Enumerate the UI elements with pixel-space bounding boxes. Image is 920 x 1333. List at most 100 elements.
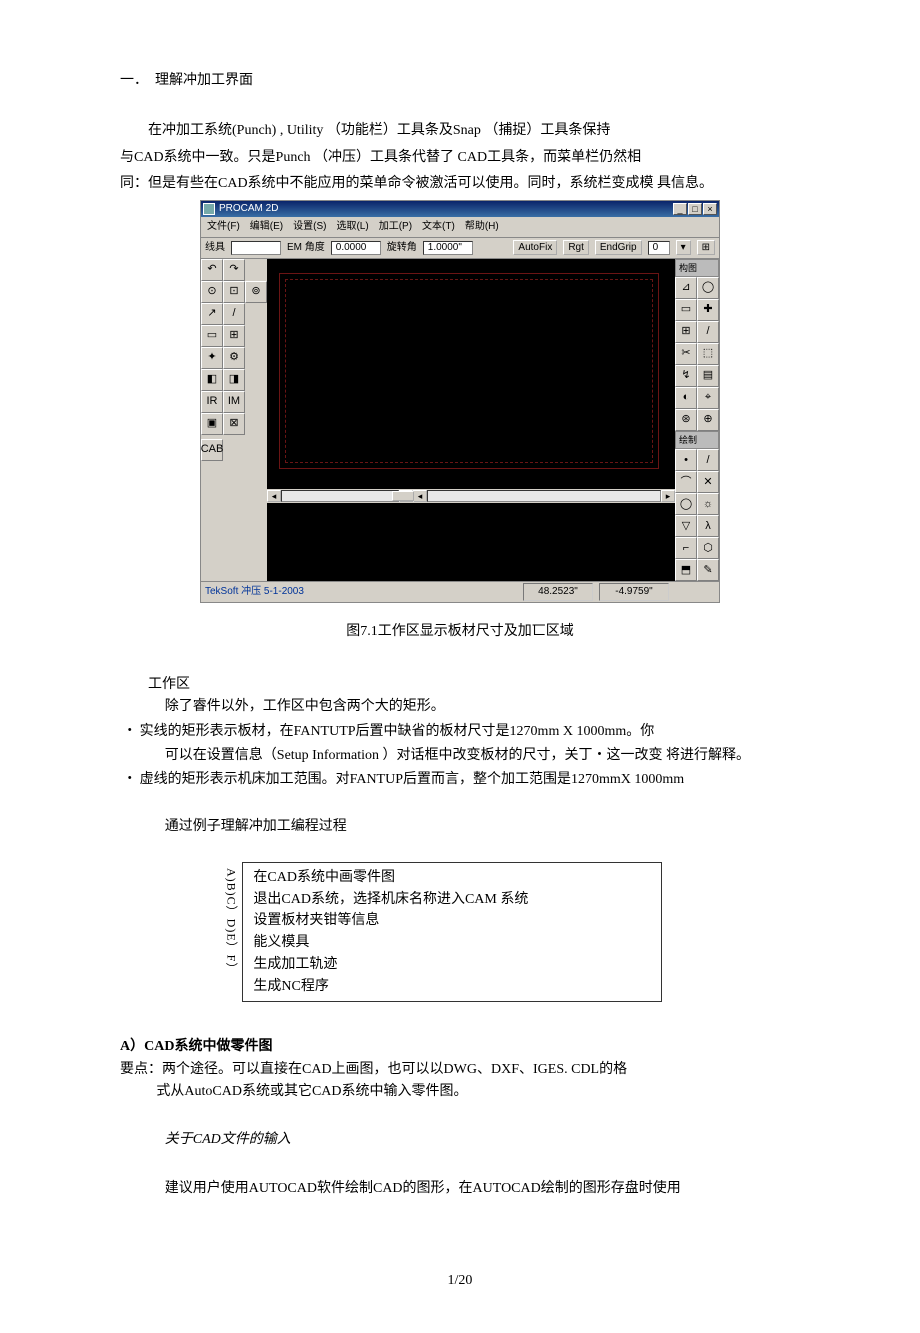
bullet-dot-icon: ・ [120, 769, 140, 791]
right2-tool-3-0[interactable]: ▽ [675, 515, 697, 537]
right2-tool-0-0[interactable]: • [675, 449, 697, 471]
opt-end-field[interactable]: 0 [648, 241, 670, 255]
opt-btn-extra1[interactable]: ▾ [676, 240, 691, 255]
section-a-line2: 式从AutoCAD系统或其它CAD系统中输入零件图。 [156, 1081, 800, 1103]
scroll-left-icon[interactable]: ◂ [267, 490, 281, 502]
section-a-line1: 要点：两个途径。可以直接在CAD上画图，也可以以DWG、DXF、IGES. CD… [120, 1059, 800, 1081]
step-2: 设置板材夹钳等信息 [253, 910, 651, 932]
left-tool-4-0[interactable]: ✦ [201, 347, 223, 369]
status-left: TekSoft 冲压 5-1-2003 [205, 584, 304, 600]
right1-tool-4-1[interactable]: ▤ [697, 365, 719, 387]
bullet-2: ・ 虚线的矩形表示机床加工范围。对FANTUP后置而言，整个加工范围是1270m… [120, 769, 800, 791]
app-title: PROCAM 2D [219, 201, 278, 217]
embedded-screenshot: PROCAM 2D _ □ × 文件(F) 编辑(E) 设置(S) 选取(L) … [120, 200, 800, 604]
minimize-button[interactable]: _ [673, 203, 687, 215]
step-5: 生成NC程序 [253, 976, 651, 998]
opt-angle-field[interactable]: 0.0000 [331, 241, 381, 255]
right1-tool-1-0[interactable]: ▭ [675, 299, 697, 321]
example-heading: 通过例子理解冲加工编程过程 [165, 816, 800, 838]
menu-machine[interactable]: 加工(P) [379, 219, 412, 235]
left-tool-2-1[interactable]: / [223, 303, 245, 325]
app-body: ↶↷⊙⊡⊚↗/▭⊞✦⚙◧◨IRIM▣⊠ CAB ◂ ▸ ◂ ▸ [201, 259, 719, 582]
opt-btn-extra2[interactable]: ⊞ [697, 240, 715, 255]
scroll-thumb[interactable] [392, 491, 414, 501]
close-button[interactable]: × [703, 203, 717, 215]
left-footer-btn[interactable]: CAB [201, 439, 223, 461]
steps-box: 在CAD系统中画零件图退出CAD系统，选择机床名称进入CAM 系统设置板材夹钳等… [242, 862, 662, 1002]
right2-tool-2-0[interactable]: ◯ [675, 493, 697, 515]
left-tool-5-0[interactable]: ◧ [201, 369, 223, 391]
italic-subheading: 关于CAD文件的输入 [165, 1129, 800, 1151]
right2-tool-4-0[interactable]: ⌐ [675, 537, 697, 559]
intro-line-2: 与CAD系统中一致。只是Punch （冲压）工具条代替了 CAD工具条，而菜单栏… [120, 147, 800, 169]
opt-btn-rgt[interactable]: Rgt [563, 240, 589, 255]
right1-tool-1-1[interactable]: ✚ [697, 299, 719, 321]
right1-tool-5-1[interactable]: ⌖ [697, 387, 719, 409]
left-tool-3-0[interactable]: ▭ [201, 325, 223, 347]
left-tool-6-1[interactable]: IM [223, 391, 245, 413]
menu-help[interactable]: 帮助(H) [465, 219, 499, 235]
window-buttons: _ □ × [673, 203, 717, 215]
left-tool-7-0[interactable]: ▣ [201, 413, 223, 435]
step-1: 退出CAD系统，选择机床名称进入CAM 系统 [253, 889, 651, 911]
right1-tool-3-1[interactable]: ⬚ [697, 343, 719, 365]
h-scrollbar[interactable]: ◂ ▸ ◂ ▸ [267, 489, 675, 503]
menu-file[interactable]: 文件(F) [207, 219, 240, 235]
opt-rot-field[interactable]: 1.0000" [423, 241, 473, 255]
right1-tool-6-0[interactable]: ⊛ [675, 409, 697, 431]
scroll-track-2[interactable] [427, 490, 661, 502]
right2-tool-1-1[interactable]: ✕ [697, 471, 719, 493]
right1-tool-3-0[interactable]: ✂ [675, 343, 697, 365]
menu-select[interactable]: 选取(L) [336, 219, 368, 235]
right1-tool-2-0[interactable]: ⊞ [675, 321, 697, 343]
bullet-1-cont: 可以在设置信息（Setup Information ）对话框中改变板材的尺寸，关… [165, 745, 800, 767]
opt-label-angle: EM 角度 [287, 240, 325, 256]
menu-edit[interactable]: 编辑(E) [250, 219, 283, 235]
right1-tool-0-0[interactable]: ⊿ [675, 277, 697, 299]
left-tool-3-1[interactable]: ⊞ [223, 325, 245, 347]
options-bar: 线具 EM 角度 0.0000 旋转角 1.0000" AutoFix Rgt … [201, 238, 719, 259]
steps-box-wrap: A)B)C）D)E）F） 在CAD系统中画零件图退出CAD系统，选择机床名称进入… [120, 862, 800, 1002]
app-icon [203, 203, 215, 215]
right2-tool-2-1[interactable]: ☼ [697, 493, 719, 515]
opt-btn-autofix[interactable]: AutoFix [513, 240, 557, 255]
right2-tool-3-1[interactable]: λ [697, 515, 719, 537]
right1-tool-4-0[interactable]: ↯ [675, 365, 697, 387]
intro-paragraph: 在冲加工系统(Punch) , Utility （功能栏）工具条及Snap （捕… [120, 120, 800, 195]
left-tool-1-2[interactable]: ⊚ [245, 281, 267, 303]
right2-tool-0-1[interactable]: / [697, 449, 719, 471]
right1-tool-5-0[interactable]: ◐ [675, 387, 697, 409]
right2-tool-5-0[interactable]: ⬒ [675, 559, 697, 581]
left-tool-0-0[interactable]: ↶ [201, 259, 223, 281]
section-a-title: A）CAD系统中做零件图 [120, 1039, 272, 1054]
bullet-2-text: 虚线的矩形表示机床加工范围。对FANTUP后置而言，整个加工范围是1270mmX… [140, 769, 800, 791]
left-tool-7-1[interactable]: ⊠ [223, 413, 245, 435]
left-tool-5-1[interactable]: ◨ [223, 369, 245, 391]
maximize-button[interactable]: □ [688, 203, 702, 215]
scroll-track[interactable] [281, 490, 399, 502]
opt-btn-endgrip[interactable]: EndGrip [595, 240, 642, 255]
left-tool-0-1[interactable]: ↷ [223, 259, 245, 281]
right1-tool-6-1[interactable]: ⊕ [697, 409, 719, 431]
right1-tool-0-1[interactable]: ◯ [697, 277, 719, 299]
machine-range-outline [285, 279, 653, 463]
left-tool-1-0[interactable]: ⊙ [201, 281, 223, 303]
canvas-area: ◂ ▸ ◂ ▸ [267, 259, 675, 582]
opt-label-rot: 旋转角 [387, 240, 417, 256]
right2-tool-1-0[interactable]: ⌒ [675, 471, 697, 493]
right-panel2-title: 绘制 [675, 431, 719, 449]
left-tool-2-0[interactable]: ↗ [201, 303, 223, 325]
drawing-canvas[interactable] [267, 259, 675, 489]
right1-tool-2-1[interactable]: / [697, 321, 719, 343]
menu-setup[interactable]: 设置(S) [293, 219, 326, 235]
left-tool-1-1[interactable]: ⊡ [223, 281, 245, 303]
right2-tool-4-1[interactable]: ⬡ [697, 537, 719, 559]
menu-text[interactable]: 文本(T) [422, 219, 455, 235]
scroll-right-icon[interactable]: ▸ [661, 490, 675, 502]
opt-tool-field[interactable] [231, 241, 281, 255]
left-tool-6-0[interactable]: IR [201, 391, 223, 413]
steps-label: A)B)C）D)E）F） [219, 862, 242, 1002]
scroll-left2-icon[interactable]: ◂ [413, 490, 427, 502]
right2-tool-5-1[interactable]: ✎ [697, 559, 719, 581]
left-tool-4-1[interactable]: ⚙ [223, 347, 245, 369]
